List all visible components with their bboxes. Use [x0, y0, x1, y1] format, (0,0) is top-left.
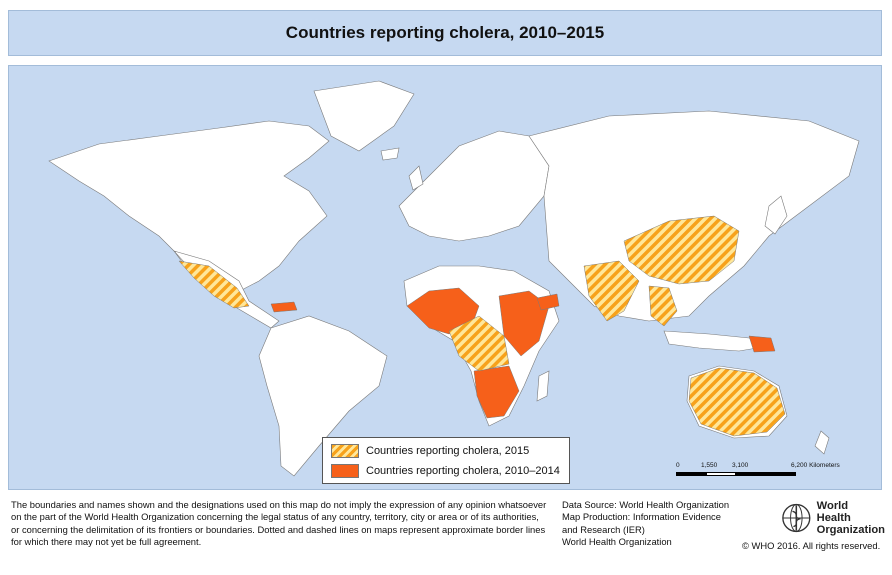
iceland — [380, 147, 400, 161]
source-line: Data Source: World Health Organization — [562, 499, 730, 510]
japan — [764, 195, 788, 235]
legend-item-2010-2014: Countries reporting cholera, 2010–2014 — [331, 464, 560, 478]
scale-tick-1: 1,550 — [701, 462, 718, 469]
europe — [398, 130, 550, 242]
copyright: © WHO 2016. All rights reserved. — [742, 540, 881, 551]
region-southern-africa-2010-2014 — [473, 365, 520, 419]
world-map — [48, 80, 860, 477]
new-zealand — [814, 430, 830, 455]
madagascar — [536, 370, 550, 402]
map-title: Countries reporting cholera, 2010–2015 — [285, 23, 605, 42]
who-wordmark-line2: Organization — [816, 524, 885, 536]
region-png-2010-2014 — [748, 335, 776, 353]
map-legend: Countries reporting cholera, 2015 Countr… — [322, 437, 570, 484]
scale-tick-2: 3,100 — [732, 462, 749, 469]
map-panel — [8, 65, 882, 490]
disclaimer: The boundaries and names shown and the d… — [11, 499, 551, 549]
disclaimer-line: or concerning the delimitation of its fr… — [11, 523, 546, 535]
title-bar: Countries reporting cholera, 2010–2015 — [8, 10, 882, 56]
british-isles — [408, 165, 424, 191]
region-central-africa-2015 — [448, 315, 510, 372]
disclaimer-line: on the part of the World Health Organiza… — [11, 511, 539, 523]
scale-bar: 0 1,550 3,100 6,200 Kilometers — [676, 462, 876, 486]
greenland — [313, 80, 415, 152]
data-source: Data Source: World Health Organization M… — [562, 499, 737, 549]
region-australia-2015 — [688, 367, 786, 437]
region-south-asia-2015 — [583, 260, 640, 322]
scale-tick-3: 6,200 Kilometers — [791, 462, 840, 469]
disclaimer-line: for which there may not yet be full agre… — [11, 536, 202, 548]
source-line: World Health Organization — [562, 536, 672, 548]
legend-label-2010-2014: Countries reporting cholera, 2010–2014 — [366, 465, 560, 477]
scale-tick-0: 0 — [676, 462, 680, 469]
source-line: Map Production: Information Evidence — [562, 511, 721, 523]
who-logo: World Health Organization — [780, 500, 885, 536]
north-america — [48, 120, 330, 295]
region-yemen-2010-2014 — [536, 293, 560, 311]
who-wordmark-line1: World Health — [816, 500, 851, 524]
scale-segment — [676, 472, 706, 476]
asia — [528, 110, 860, 322]
legend-label-2015: Countries reporting cholera, 2015 — [366, 445, 530, 457]
region-mexico-2015 — [178, 260, 250, 309]
legend-item-2015: Countries reporting cholera, 2015 — [331, 444, 529, 458]
region-southeast-asia-2015 — [648, 285, 678, 327]
disclaimer-line: The boundaries and names shown and the d… — [11, 499, 547, 510]
region-caribbean-2010-2014 — [270, 301, 298, 313]
who-emblem-icon — [782, 503, 811, 533]
region-west-africa-2010-2014 — [406, 287, 480, 335]
region-china-2015 — [623, 215, 740, 285]
solid-swatch-icon — [331, 464, 359, 478]
who-wordmark: World Health Organization — [817, 500, 885, 536]
source-line: and Research (IER) — [562, 523, 645, 535]
south-america — [258, 315, 388, 477]
scale-segment — [706, 472, 736, 476]
hatched-swatch-icon — [331, 444, 359, 458]
scale-segment — [736, 472, 796, 476]
